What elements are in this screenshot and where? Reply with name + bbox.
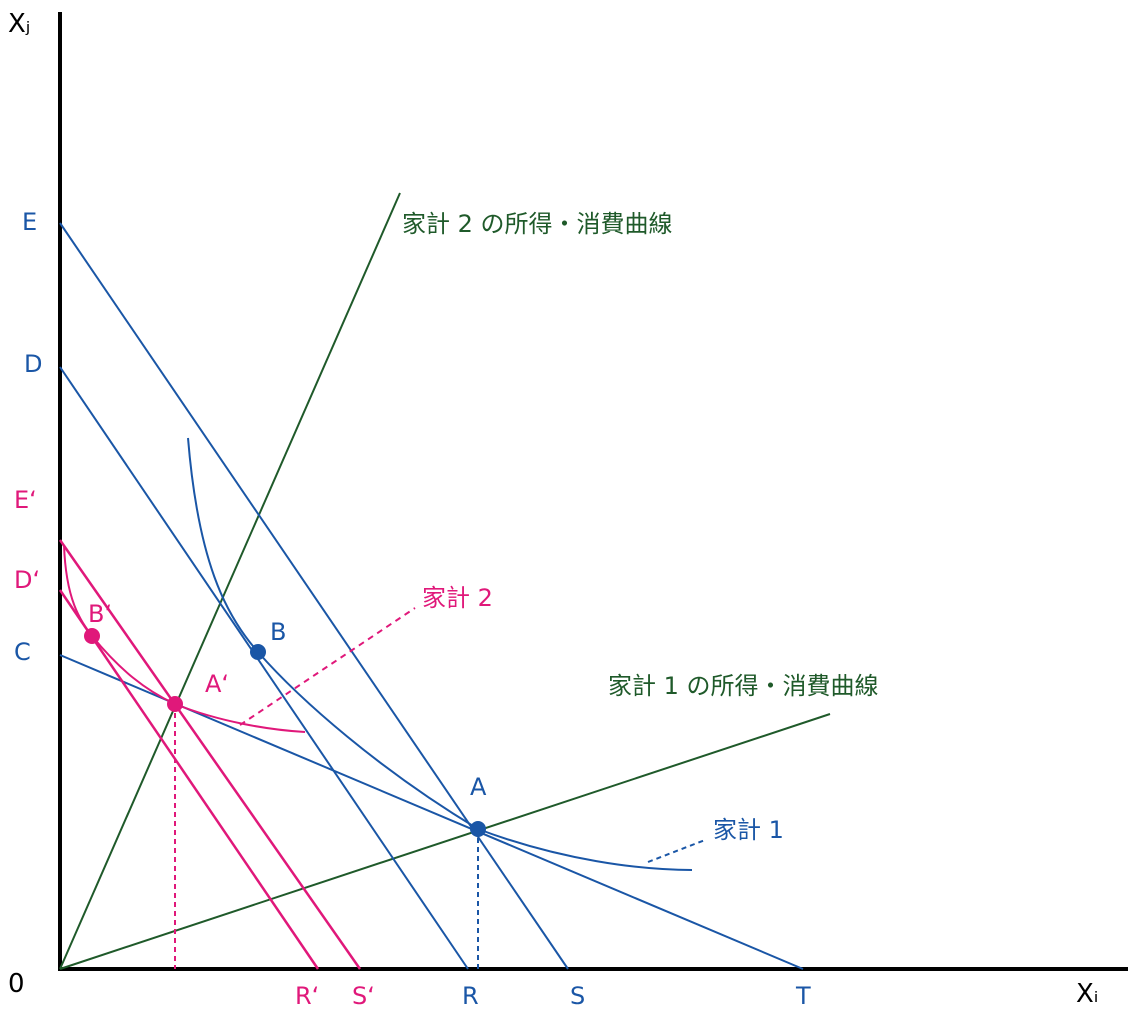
y-axis-label: Xⱼ	[8, 9, 30, 39]
household2-pointer	[239, 607, 416, 726]
origin-label: 0	[8, 969, 25, 999]
label-D: D	[24, 350, 42, 378]
household2-income-consumption-curve	[59, 192, 401, 970]
household2-icc-label: 家計 2 の所得・消費曲線	[402, 210, 673, 238]
household1-icc-label: 家計 1 の所得・消費曲線	[608, 672, 879, 700]
household1-indifference-curve	[187, 437, 693, 871]
budget-line-D-R	[59, 366, 469, 970]
household2-indifference-curve	[63, 544, 306, 733]
label-D-prime: D‘	[14, 566, 40, 594]
label-A-prime: A‘	[205, 670, 229, 698]
label-C: C	[14, 638, 31, 666]
label-S-prime: S‘	[352, 982, 375, 1010]
label-E: E	[22, 208, 37, 236]
label-S: S	[570, 982, 585, 1010]
label-E-prime: E‘	[14, 486, 37, 514]
point-A-prime	[167, 696, 183, 712]
x-axis-label: Xᵢ	[1076, 979, 1098, 1009]
label-R-prime: R‘	[295, 982, 319, 1010]
budget-line-D-prime-R-prime	[58, 589, 320, 970]
budget-line-E-S	[59, 222, 569, 970]
point-B	[250, 644, 266, 660]
label-B: B	[270, 618, 286, 646]
household2-label: 家計 2	[422, 584, 493, 612]
point-B-prime	[84, 628, 100, 644]
label-R: R	[462, 982, 479, 1010]
label-A: A	[470, 773, 487, 801]
household1-label: 家計 1	[713, 816, 784, 844]
label-B-prime: B‘	[88, 600, 112, 628]
point-A	[470, 821, 486, 837]
household1-pointer	[647, 839, 706, 863]
household1-income-consumption-curve	[59, 713, 831, 970]
budget-line-E-prime-S-prime	[58, 539, 362, 970]
label-T: T	[795, 982, 811, 1010]
